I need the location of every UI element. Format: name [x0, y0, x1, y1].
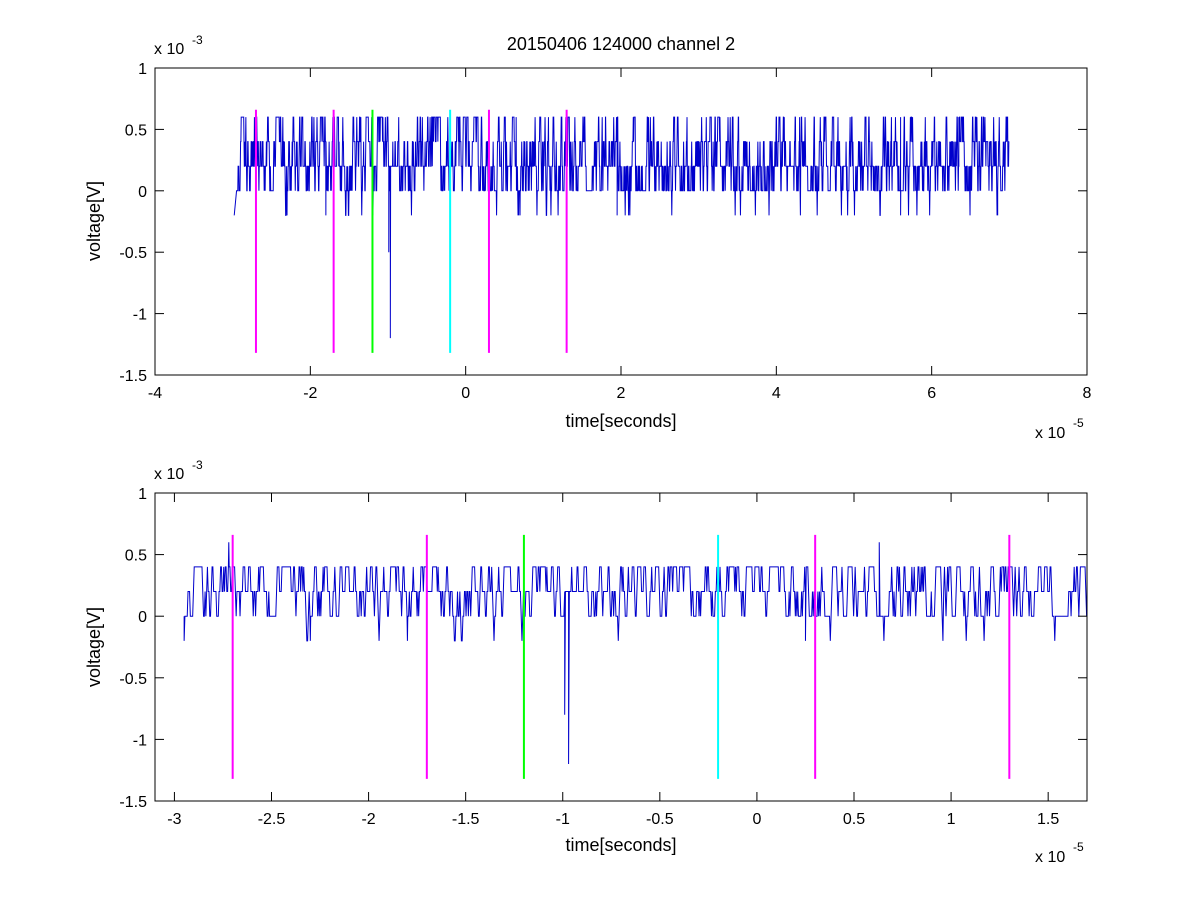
y-tick-label: -1.5 [119, 368, 147, 385]
tick-labels-layer: -3 -2.5 -2 -1.5 -1 -0.5 0 0.5 1 1.5 -1.5 -1 -0.5 0 0.5… [119, 486, 1059, 828]
x-axis-label: time[seconds] [565, 835, 676, 855]
bottom-subplot: -3 -2.5 -2 -1.5 -1 -0.5 0 0.5 1 1.5 -1.5 -1 -0.5 0 0.5… [84, 458, 1088, 866]
y-exponent-base: x 10 [154, 466, 184, 483]
y-tick-label: 0.5 [125, 122, 147, 139]
x-exponent-power: -5 [1073, 416, 1084, 430]
axes-box [154, 67, 1088, 376]
x-tick-label: 1.5 [1037, 811, 1059, 828]
x-tick-label: -2.5 [258, 811, 286, 828]
y-tick-label: 1 [138, 61, 147, 78]
x-exponent: x 10 -5 [1035, 416, 1084, 442]
ticks-layer [154, 67, 1088, 376]
x-tick-label: 8 [1083, 385, 1092, 402]
y-exponent: x 10 -3 [154, 33, 203, 58]
signal-trace [183, 542, 1087, 765]
y-tick-label: 0 [138, 184, 147, 201]
chart-title: 20150406 124000 channel 2 [507, 34, 735, 54]
y-tick-label: -1 [133, 732, 147, 749]
x-exponent-power: -5 [1073, 840, 1084, 854]
y-exponent-power: -3 [192, 458, 203, 472]
x-exponent-base: x 10 [1035, 849, 1065, 866]
signal-trace [233, 116, 1010, 339]
y-tick-label: -1.5 [119, 794, 147, 811]
x-tick-label: 1 [947, 811, 956, 828]
marker-lines-layer [231, 534, 1011, 779]
y-tick-label: 0.5 [125, 548, 147, 565]
x-tick-label: 0 [461, 385, 470, 402]
y-exponent-base: x 10 [154, 41, 184, 58]
y-tick-label: 0 [138, 609, 147, 626]
x-tick-label: 0.5 [843, 811, 865, 828]
x-tick-label: 6 [927, 385, 936, 402]
x-tick-label: -0.5 [646, 811, 674, 828]
y-axis-label: voltage[V] [84, 607, 104, 687]
x-tick-label: 2 [617, 385, 626, 402]
y-tick-label: 1 [138, 486, 147, 503]
x-tick-label: -2 [361, 811, 375, 828]
x-tick-label: -3 [167, 811, 181, 828]
axes-box [154, 492, 1088, 802]
y-exponent-power: -3 [192, 33, 203, 47]
x-tick-label: -1.5 [452, 811, 480, 828]
x-tick-label: -1 [556, 811, 570, 828]
x-axis-label: time[seconds] [565, 411, 676, 431]
x-exponent: x 10 -5 [1035, 840, 1084, 866]
x-exponent-base: x 10 [1035, 425, 1065, 442]
signal-trace-layer [183, 542, 1087, 765]
y-axis-label: voltage[V] [84, 181, 104, 261]
top-subplot: 20150406 124000 channel 2 -4 -2 0 2 4 6 8-1.5-… [84, 33, 1092, 442]
x-tick-label: 4 [772, 385, 781, 402]
signal-trace-layer [233, 116, 1010, 339]
x-tick-label: -4 [148, 385, 162, 402]
y-exponent: x 10 -3 [154, 458, 203, 483]
y-tick-label: -0.5 [119, 245, 147, 262]
marker-lines-layer [254, 109, 568, 353]
tick-labels-layer: -4 -2 0 2 4 6 8 -1.5 -1 -0.5 0 0.5 1 [119, 61, 1091, 402]
y-tick-label: -0.5 [119, 671, 147, 688]
x-tick-label: -2 [303, 385, 317, 402]
ticks-layer [155, 492, 1087, 802]
x-tick-label: 0 [752, 811, 761, 828]
y-tick-label: -1 [133, 307, 147, 324]
